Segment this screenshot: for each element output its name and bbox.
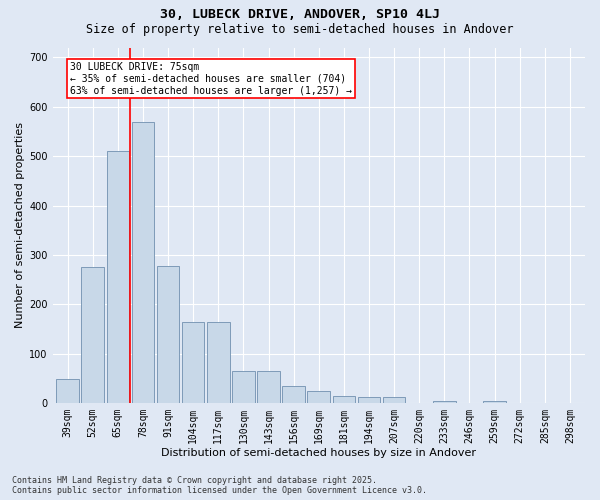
Bar (332, 396, 355, 403)
Bar (157, 266, 179, 403)
Bar (82, 268, 104, 403)
Bar (107, 152, 129, 403)
Text: 30 LUBECK DRIVE: 75sqm
← 35% of semi-detached houses are smaller (704)
63% of se: 30 LUBECK DRIVE: 75sqm ← 35% of semi-det… (70, 62, 352, 96)
Text: Size of property relative to semi-detached houses in Andover: Size of property relative to semi-detach… (86, 22, 514, 36)
Bar (283, 386, 305, 403)
X-axis label: Distribution of semi-detached houses by size in Andover: Distribution of semi-detached houses by … (161, 448, 476, 458)
Bar (383, 398, 406, 403)
Bar (433, 401, 455, 403)
Text: 30, LUBECK DRIVE, ANDOVER, SP10 4LJ: 30, LUBECK DRIVE, ANDOVER, SP10 4LJ (160, 8, 440, 20)
Bar (358, 398, 380, 403)
Bar (207, 322, 230, 403)
Bar (307, 391, 330, 403)
Bar (257, 371, 280, 403)
Bar (182, 322, 205, 403)
Bar (56, 378, 79, 403)
Bar (483, 401, 506, 403)
Text: Contains HM Land Registry data © Crown copyright and database right 2025.
Contai: Contains HM Land Registry data © Crown c… (12, 476, 427, 495)
Bar (232, 371, 255, 403)
Bar (131, 122, 154, 403)
Y-axis label: Number of semi-detached properties: Number of semi-detached properties (15, 122, 25, 328)
